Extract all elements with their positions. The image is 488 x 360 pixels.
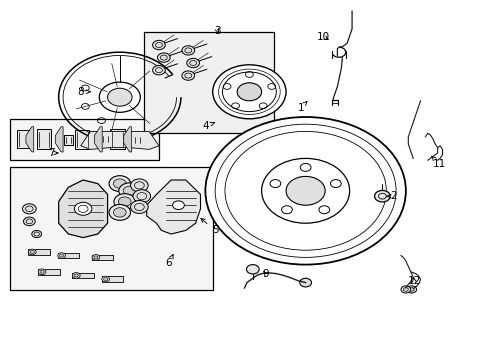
Circle shape xyxy=(182,46,194,55)
Bar xyxy=(75,130,89,149)
Bar xyxy=(38,269,60,275)
Text: 11: 11 xyxy=(430,156,445,169)
Circle shape xyxy=(123,186,136,195)
Circle shape xyxy=(32,230,41,238)
Circle shape xyxy=(300,163,310,171)
Circle shape xyxy=(259,103,266,109)
Circle shape xyxy=(152,40,165,50)
Circle shape xyxy=(246,265,259,274)
Bar xyxy=(133,135,142,145)
Text: 12: 12 xyxy=(407,276,420,286)
Circle shape xyxy=(237,83,261,101)
Circle shape xyxy=(152,66,165,75)
Bar xyxy=(37,129,51,149)
Circle shape xyxy=(267,84,275,89)
Circle shape xyxy=(109,204,130,220)
Polygon shape xyxy=(81,131,159,149)
Circle shape xyxy=(245,72,253,77)
Text: 5: 5 xyxy=(201,219,218,235)
Circle shape xyxy=(74,202,92,215)
Circle shape xyxy=(212,65,285,119)
Bar xyxy=(10,119,159,160)
Text: 8: 8 xyxy=(77,87,90,97)
Circle shape xyxy=(205,117,405,265)
Circle shape xyxy=(58,253,65,258)
Text: 6: 6 xyxy=(165,255,173,268)
Circle shape xyxy=(38,269,46,275)
Circle shape xyxy=(157,53,170,62)
Polygon shape xyxy=(146,180,200,234)
Text: 7: 7 xyxy=(48,148,58,158)
Circle shape xyxy=(130,179,148,192)
Bar xyxy=(72,273,94,278)
Circle shape xyxy=(113,208,126,217)
Polygon shape xyxy=(94,127,102,152)
Circle shape xyxy=(285,176,325,205)
Circle shape xyxy=(318,206,329,214)
Bar xyxy=(63,135,73,145)
Circle shape xyxy=(231,103,239,109)
Circle shape xyxy=(118,197,131,206)
Bar xyxy=(92,255,113,260)
Bar xyxy=(101,134,109,144)
Polygon shape xyxy=(26,127,34,152)
Text: 9: 9 xyxy=(262,269,268,279)
Circle shape xyxy=(102,276,109,282)
Circle shape xyxy=(299,278,311,287)
Circle shape xyxy=(114,194,135,210)
Circle shape xyxy=(182,71,194,80)
Circle shape xyxy=(172,201,184,210)
Circle shape xyxy=(72,273,80,278)
Circle shape xyxy=(133,190,150,203)
Bar xyxy=(58,253,79,258)
Text: 4: 4 xyxy=(202,121,214,131)
Circle shape xyxy=(22,204,36,214)
Polygon shape xyxy=(123,127,131,152)
Circle shape xyxy=(223,84,230,89)
Circle shape xyxy=(28,249,36,255)
Circle shape xyxy=(269,180,280,188)
Bar xyxy=(17,130,30,148)
Circle shape xyxy=(281,206,292,214)
Polygon shape xyxy=(55,127,63,152)
Bar xyxy=(28,249,50,255)
Polygon shape xyxy=(59,180,107,238)
Text: 2: 2 xyxy=(386,191,396,201)
Circle shape xyxy=(400,286,410,293)
Circle shape xyxy=(330,180,341,188)
Circle shape xyxy=(23,217,35,226)
Bar xyxy=(10,167,212,290)
Circle shape xyxy=(119,183,140,199)
Text: 1: 1 xyxy=(297,102,306,113)
Text: 3: 3 xyxy=(214,26,221,36)
Bar xyxy=(102,276,123,282)
Circle shape xyxy=(113,179,126,188)
Circle shape xyxy=(130,201,148,213)
Text: 10: 10 xyxy=(317,32,329,42)
Circle shape xyxy=(92,255,100,260)
Circle shape xyxy=(374,190,389,202)
Bar xyxy=(144,32,273,133)
Circle shape xyxy=(109,176,130,192)
Circle shape xyxy=(218,69,280,114)
Circle shape xyxy=(186,58,199,68)
Bar xyxy=(110,129,124,149)
Circle shape xyxy=(406,286,416,293)
Circle shape xyxy=(107,88,132,106)
